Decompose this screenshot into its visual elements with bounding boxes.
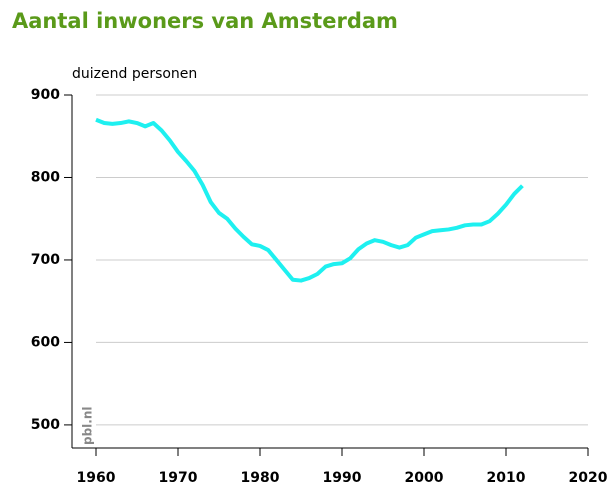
y-axis-label: duizend personen [72, 66, 197, 82]
y-tick-label: 500 [31, 417, 60, 433]
data-line [95, 117, 524, 283]
x-tick-label: 1980 [241, 470, 280, 486]
x-tick-label: 2010 [487, 470, 526, 486]
y-tick-label: 800 [31, 169, 60, 185]
x-tick-label: 2020 [569, 470, 608, 486]
x-tick-label: 1970 [159, 470, 198, 486]
x-tick-label: 2000 [405, 470, 444, 486]
x-tick-label: 1990 [323, 470, 362, 486]
y-tick-label: 600 [31, 334, 60, 350]
source-label: pbl.nl [81, 406, 95, 445]
y-tick-label: 700 [31, 252, 60, 268]
x-tick-label: 1960 [77, 470, 116, 486]
chart-title: Aantal inwoners van Amsterdam [12, 9, 398, 33]
y-tick-label: 900 [31, 87, 60, 103]
